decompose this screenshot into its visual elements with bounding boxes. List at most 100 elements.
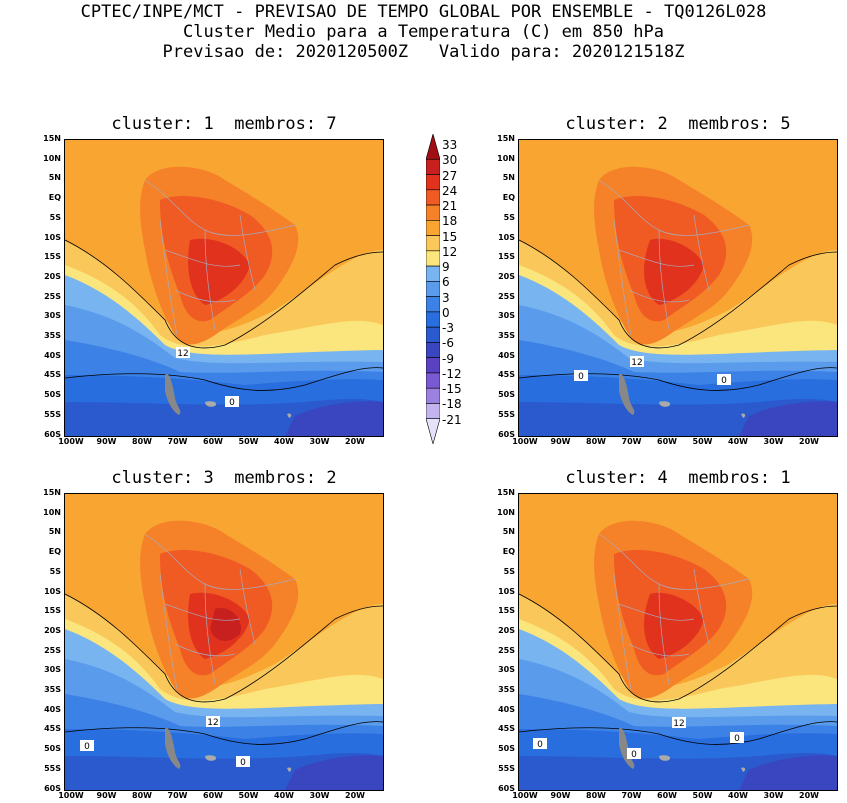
border-line-4 bbox=[658, 583, 670, 685]
lat-tick-label: 10S bbox=[44, 586, 61, 596]
lat-tick-label: 10S bbox=[498, 586, 515, 596]
lon-tick-label: 90W bbox=[550, 791, 571, 800]
lat-tick-label: 35S bbox=[44, 331, 61, 340]
warm-27 bbox=[210, 608, 241, 641]
lat-tick-label: 45S bbox=[44, 370, 61, 380]
colorbar-swatch bbox=[425, 132, 441, 160]
contour-label-box bbox=[225, 396, 239, 407]
border-line-5 bbox=[239, 214, 256, 291]
lat-tick-label: 10S bbox=[44, 232, 61, 242]
colorbar-swatch bbox=[425, 281, 441, 297]
colorbar-swatch bbox=[425, 418, 441, 446]
contour-0 bbox=[519, 721, 837, 745]
contour-label-box bbox=[717, 374, 731, 385]
contour-label-box bbox=[672, 717, 686, 728]
lon-tick-label: 20W bbox=[799, 437, 819, 446]
contour-label-text: 12 bbox=[207, 718, 218, 728]
lat-tick-label: 50S bbox=[44, 390, 61, 400]
lat-tick-label: 50S bbox=[44, 744, 61, 754]
contour-label: 0 bbox=[574, 370, 588, 382]
lat-tick-label: 25S bbox=[498, 291, 515, 301]
lat-tick-label: EQ bbox=[48, 193, 61, 203]
border-line-1 bbox=[618, 603, 695, 621]
lat-tick-label: 5N bbox=[48, 173, 61, 183]
contour-label-text: 0 bbox=[537, 740, 543, 750]
lat-tick-label: 15S bbox=[44, 252, 61, 262]
lat-tick-label: 20S bbox=[44, 625, 61, 635]
contour-label: 12 bbox=[630, 356, 644, 368]
lat-tick-label: 20S bbox=[498, 625, 515, 635]
lat-tick-label: 15N bbox=[43, 488, 61, 497]
lon-tick-label: 80W bbox=[132, 791, 152, 800]
band-m9 bbox=[739, 401, 837, 436]
land-south-georgia bbox=[741, 767, 746, 772]
lat-tick-label: 60S bbox=[498, 783, 515, 793]
lon-tick-label: 70W bbox=[167, 437, 188, 446]
colorbar-swatch bbox=[425, 174, 441, 191]
lon-tick-label: 90W bbox=[550, 437, 571, 446]
map-panel-3: 12 0 0 bbox=[64, 493, 384, 791]
lat-tick-label: 35S bbox=[498, 331, 515, 340]
lat-tick-label: 45S bbox=[498, 724, 515, 734]
lat-tick-label: 35S bbox=[44, 685, 61, 694]
lat-tick-label: 55S bbox=[498, 763, 515, 773]
colorbar-level-label: -6 bbox=[442, 336, 454, 351]
contour-label-box bbox=[206, 716, 220, 727]
lon-tick-label: 50W bbox=[692, 437, 713, 446]
colorbar-level-label: 18 bbox=[442, 214, 458, 229]
land-south-georgia bbox=[287, 767, 292, 772]
lon-tick-label: 60W bbox=[203, 437, 223, 446]
contour-label-text: 0 bbox=[84, 742, 90, 752]
contour-label-text: 0 bbox=[734, 734, 740, 744]
lat-tick-label: 5S bbox=[503, 566, 515, 576]
lon-tick-label: 30W bbox=[763, 791, 784, 800]
contour-label-box bbox=[176, 347, 190, 358]
lat-tick-label: 55S bbox=[44, 409, 61, 419]
border-line-1 bbox=[164, 603, 241, 621]
colorbar-level-label: 24 bbox=[442, 183, 458, 198]
map-panel-1: 12 0 bbox=[64, 139, 384, 437]
land-falklands bbox=[205, 755, 217, 761]
lat-tick-label: 30S bbox=[44, 311, 61, 321]
lon-tick-label: 50W bbox=[238, 437, 259, 446]
lat-tick-label: 25S bbox=[44, 291, 61, 301]
lat-tick-label: 15N bbox=[497, 488, 515, 497]
colorbar-swatch bbox=[425, 357, 441, 374]
colorbar-level-label: -12 bbox=[442, 366, 462, 381]
colorbar-level-label: 12 bbox=[442, 244, 458, 259]
lon-tick-label: 40W bbox=[274, 791, 294, 800]
border-line-5 bbox=[239, 568, 256, 645]
lon-tick-label: 40W bbox=[728, 437, 748, 446]
contour-12 bbox=[519, 239, 837, 349]
land-patagonia bbox=[165, 374, 181, 415]
contour-label: 12 bbox=[672, 717, 686, 729]
contour-label: 0 bbox=[80, 740, 94, 752]
lat-tick-label: 15S bbox=[498, 606, 515, 616]
lat-tick-label: 40S bbox=[498, 704, 515, 714]
colorbar bbox=[425, 132, 441, 446]
colorbar-swatch bbox=[425, 158, 441, 175]
border-line-4 bbox=[204, 229, 216, 331]
figure-title-line-1: CPTEC/INPE/MCT - PREVISAO DE TEMPO GLOBA… bbox=[80, 2, 767, 22]
colorbar-swatch bbox=[425, 326, 441, 343]
colorbar-swatch bbox=[425, 372, 441, 389]
colorbar-swatch bbox=[425, 220, 441, 236]
lat-tick-label: 55S bbox=[498, 409, 515, 419]
lon-tick-label: 90W bbox=[96, 437, 117, 446]
lat-tick-label: 5N bbox=[502, 173, 515, 183]
colorbar-swatch bbox=[425, 296, 441, 313]
band-m9 bbox=[739, 755, 837, 790]
panel-3-title: cluster: 3 membros: 2 bbox=[111, 468, 337, 488]
lat-tick-label: 20S bbox=[498, 271, 515, 281]
border-line-2 bbox=[174, 643, 236, 657]
panel-1-title: cluster: 1 membros: 7 bbox=[111, 114, 337, 134]
map-panel-4: 12 0 0 0 bbox=[518, 493, 838, 791]
lat-tick-label: 5S bbox=[49, 566, 61, 576]
lat-tick-label: 40S bbox=[44, 704, 61, 714]
lat-tick-label: 60S bbox=[44, 783, 61, 793]
lat-tick-label: 50S bbox=[498, 390, 515, 400]
border-line-2 bbox=[628, 289, 690, 303]
lon-tick-label: 30W bbox=[763, 437, 784, 446]
colorbar-swatches bbox=[425, 132, 441, 446]
temperature-map-4: 12 0 0 0 bbox=[519, 494, 837, 790]
